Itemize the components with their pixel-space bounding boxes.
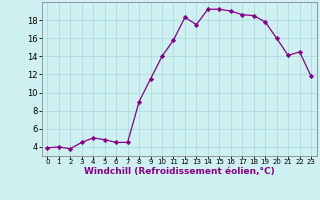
X-axis label: Windchill (Refroidissement éolien,°C): Windchill (Refroidissement éolien,°C)	[84, 167, 275, 176]
